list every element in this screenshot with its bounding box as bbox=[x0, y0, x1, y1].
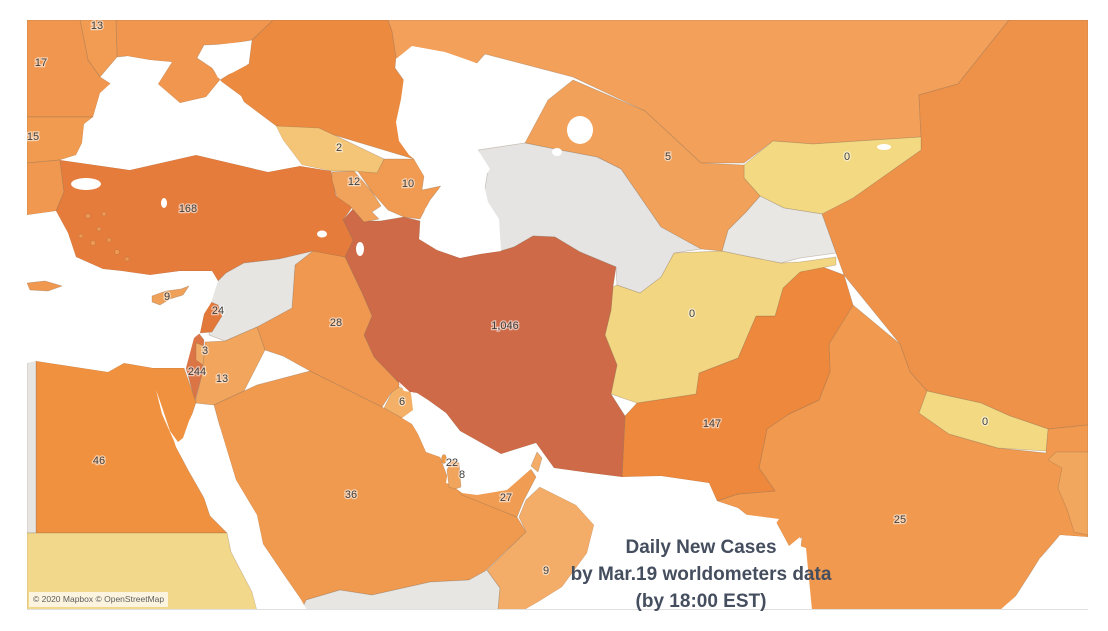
lake-van bbox=[317, 230, 327, 238]
annotation-line-2: by Mar.19 worldometers data bbox=[570, 564, 832, 585]
gulf-of-kutch bbox=[741, 514, 779, 525]
sarygamysh-lake bbox=[552, 148, 562, 156]
country-kyrgyzstan[interactable] bbox=[743, 136, 922, 215]
greece-island[interactable] bbox=[106, 237, 112, 243]
country-label-kyrgyzstan: 0 bbox=[844, 151, 850, 163]
map-attribution[interactable]: © 2020 Mapbox © OpenStreetMap bbox=[29, 592, 169, 607]
lake-urmia bbox=[356, 242, 364, 256]
country-libya[interactable] bbox=[27, 351, 37, 534]
country-label-afghanistan: 0 bbox=[689, 308, 695, 320]
country-label-westbank: 3 bbox=[202, 345, 208, 357]
country-nepal[interactable] bbox=[918, 390, 1049, 452]
country-label-uae: 27 bbox=[500, 492, 512, 504]
country-label-romania: 17 bbox=[35, 57, 47, 69]
country-label-nepal: 0 bbox=[982, 416, 988, 428]
country-label-bahrain: 22 bbox=[446, 457, 458, 469]
sea-of-marmara bbox=[71, 178, 101, 190]
water-bodies bbox=[27, 41, 1088, 610]
country-label-qatar: 8 bbox=[459, 469, 465, 481]
caspian-sea bbox=[396, 46, 520, 258]
aral-sea bbox=[567, 116, 593, 144]
country-label-armenia: 12 bbox=[348, 176, 360, 188]
country-label-egypt: 46 bbox=[93, 455, 105, 467]
country-cyprus[interactable] bbox=[151, 285, 190, 306]
country-label-layer: 17 13 15 2 12 10 168 9 24 244 3 13 28 1,046 6 36 228 27 9 4… bbox=[27, 20, 989, 578]
sea-of-azov bbox=[206, 41, 250, 78]
gulf-of-khambhat bbox=[791, 545, 812, 610]
country-label-azerbaijan: 10 bbox=[402, 178, 414, 190]
country-oman[interactable] bbox=[486, 486, 595, 610]
country-label-kuwait: 6 bbox=[399, 396, 405, 408]
red-sea bbox=[156, 390, 307, 610]
lake-issyk-kul bbox=[877, 144, 891, 150]
country-label-bulgaria: 15 bbox=[27, 131, 39, 143]
country-label-jordan: 13 bbox=[216, 373, 228, 385]
country-label-moldova: 13 bbox=[91, 20, 103, 32]
country-sudan[interactable] bbox=[27, 532, 258, 610]
greece-island[interactable] bbox=[96, 226, 102, 232]
attribution-text[interactable]: © 2020 Mapbox © OpenStreetMap bbox=[33, 594, 165, 604]
mediterranean-sea bbox=[27, 211, 218, 372]
country-armenia[interactable] bbox=[331, 170, 382, 223]
country-label-cyprus: 9 bbox=[164, 291, 170, 303]
island-shapes bbox=[27, 211, 543, 490]
black-sea bbox=[60, 56, 331, 172]
country-label-lebanon: 24 bbox=[212, 305, 224, 317]
greece-island[interactable] bbox=[78, 233, 84, 239]
lake-tuz bbox=[161, 198, 167, 208]
country-label-uzbekistan: 5 bbox=[665, 151, 671, 163]
greece-island[interactable] bbox=[101, 211, 107, 217]
country-shapes bbox=[27, 20, 1088, 610]
country-label-israel: 244 bbox=[188, 366, 206, 378]
bay-of-bengal bbox=[1000, 535, 1088, 610]
country-westbank[interactable] bbox=[195, 342, 206, 366]
country-label-turkey: 168 bbox=[179, 203, 197, 215]
annotation-line-3: (by 18:00 EST) bbox=[635, 591, 767, 612]
country-label-iraq: 28 bbox=[330, 317, 342, 329]
greece-island[interactable] bbox=[124, 256, 130, 262]
country-label-georgia: 2 bbox=[336, 142, 342, 154]
country-qatar[interactable] bbox=[446, 458, 462, 490]
greece-island[interactable] bbox=[85, 213, 91, 219]
greece-island[interactable] bbox=[114, 249, 120, 255]
country-label-india: 25 bbox=[894, 514, 906, 526]
country-label-pakistan: 147 bbox=[703, 418, 721, 430]
country-label-oman: 9 bbox=[543, 565, 549, 577]
country-label-saudi: 36 bbox=[345, 489, 357, 501]
annotation-line-1: Daily New Cases bbox=[625, 537, 777, 558]
greece-crete-island[interactable] bbox=[27, 280, 63, 292]
country-label-iran: 1,046 bbox=[491, 320, 519, 332]
persian-gulf-arabian-sea bbox=[399, 382, 800, 610]
greece-island[interactable] bbox=[90, 240, 96, 246]
map-annotation: Daily New Cases by Mar.19 worldometers d… bbox=[535, 534, 867, 615]
country-bangladesh[interactable] bbox=[1047, 451, 1088, 536]
country-bahrain[interactable] bbox=[441, 454, 447, 464]
country-oman-musandam[interactable] bbox=[530, 451, 543, 473]
